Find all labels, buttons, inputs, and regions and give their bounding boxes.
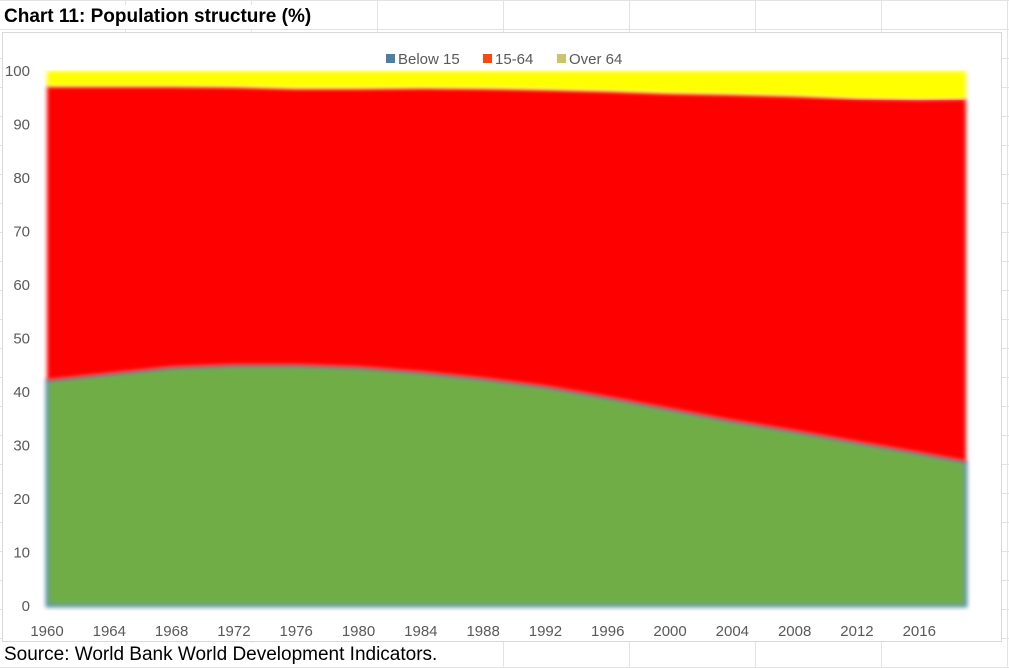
x-tick-label: 1996	[591, 623, 624, 640]
x-tick-label: 1960	[30, 623, 63, 640]
x-tick-label: 2004	[716, 623, 749, 640]
y-tick-label: 60	[13, 277, 30, 294]
legend-swatch	[483, 54, 492, 63]
y-tick-label: 0	[22, 598, 30, 615]
legend-swatch	[557, 54, 566, 63]
x-tick-label: 2000	[653, 623, 686, 640]
y-tick-label: 30	[13, 438, 30, 455]
legend: Below 15 15-64 Over 64	[386, 51, 622, 68]
x-tick-label: 1972	[217, 623, 250, 640]
x-tick-label: 1968	[155, 623, 188, 640]
chart-areas	[45, 71, 968, 608]
legend-label: Below 15	[398, 51, 460, 68]
y-tick-label: 70	[13, 224, 30, 241]
chart-title: Chart 11: Population structure (%)	[4, 5, 318, 29]
source-note: Source: World Bank World Development Ind…	[4, 643, 444, 667]
x-tick-label: 2008	[778, 623, 811, 640]
y-tick-label: 100	[5, 63, 30, 80]
y-tick-label: 20	[13, 491, 30, 508]
area-over-64	[47, 71, 966, 100]
legend-swatch	[386, 54, 395, 63]
x-tick-label: 2012	[840, 623, 873, 640]
y-tick-label: 90	[13, 117, 30, 134]
legend-label: 15-64	[495, 51, 533, 68]
x-tick-label: 1984	[404, 623, 437, 640]
x-tick-label: 1992	[529, 623, 562, 640]
x-tick-label: 1964	[93, 623, 126, 640]
x-tick-label: 1980	[342, 623, 375, 640]
x-axis: 1960 1964 1968 1972 1976 1980 1984 1988 1992 1996…	[30, 623, 936, 640]
x-tick-label: 1976	[280, 623, 313, 640]
y-axis: 0 10 20 30 40 50 60 70 80 90 100	[5, 63, 30, 615]
y-tick-label: 10	[13, 545, 30, 562]
y-tick-label: 50	[13, 331, 30, 348]
x-tick-label: 1988	[466, 623, 499, 640]
y-tick-label: 40	[13, 384, 30, 401]
x-tick-label: 2016	[903, 623, 936, 640]
y-tick-label: 80	[13, 170, 30, 187]
area-15-64	[47, 86, 966, 462]
legend-label: Over 64	[569, 51, 622, 68]
